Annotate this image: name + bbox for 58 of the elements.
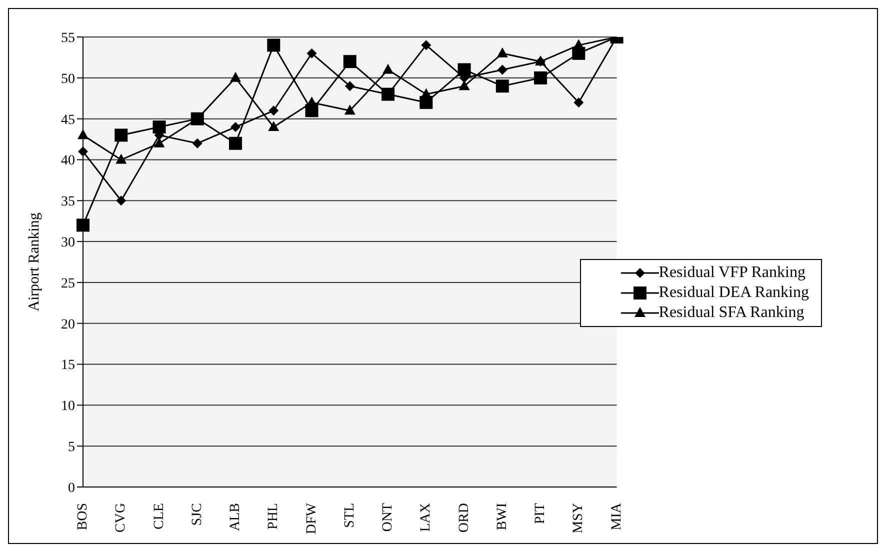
point (382, 64, 394, 74)
y-axis-title: Airport Ranking (26, 212, 42, 312)
y-tick-label: 15 (61, 358, 75, 374)
point (496, 47, 508, 58)
point (152, 120, 166, 134)
x-tick-label: SJC (190, 503, 205, 526)
x-tick-label: LAX (418, 503, 434, 532)
legend-label: Residual DEA Ranking (658, 284, 809, 302)
point (114, 128, 128, 142)
point (268, 121, 280, 131)
point (534, 71, 548, 84)
point (496, 80, 509, 93)
x-tick-label: BWI (494, 502, 510, 530)
point (458, 80, 470, 90)
x-tick-label: PHL (266, 503, 282, 530)
x-tick-label: CVG (114, 503, 129, 533)
point (497, 64, 508, 75)
x-tick-label: MIA (609, 502, 624, 530)
x-tick-label: PIT (533, 502, 548, 524)
y-tick-label: 35 (61, 194, 75, 210)
point (421, 40, 432, 50)
point (267, 38, 280, 52)
x-tick-label: MSY (571, 503, 586, 534)
x-tick-label: BOS (76, 503, 90, 530)
point (458, 63, 471, 76)
point (192, 138, 202, 148)
point (344, 81, 355, 92)
point (78, 146, 88, 157)
x-tick-label: ALB (228, 503, 244, 531)
x-tick-label: STL (342, 503, 358, 528)
legend-label: Residual VFP Ranking (658, 264, 806, 282)
y-tick-label: 5 (68, 440, 75, 456)
point (574, 97, 584, 108)
point (268, 106, 279, 116)
point (78, 129, 88, 140)
point (343, 55, 356, 68)
y-tick-label: 55 (61, 30, 75, 46)
point (229, 136, 242, 150)
point (306, 48, 317, 58)
point (116, 196, 126, 206)
point (116, 154, 127, 164)
x-tick-label: ONT (380, 502, 396, 532)
legend-label: Residual SFA Ranking (658, 304, 804, 322)
y-tick-label: 10 (61, 399, 75, 414)
y-tick-label: 25 (61, 276, 75, 292)
y-tick-label: 40 (61, 154, 75, 169)
y-tick-label: 0 (68, 480, 75, 496)
point (344, 104, 356, 115)
point (76, 218, 90, 232)
x-tick-label: DFW (304, 502, 320, 534)
point (230, 72, 242, 82)
y-tick-label: 30 (61, 236, 75, 251)
x-tick-label: ORD (456, 503, 472, 533)
point (230, 122, 241, 132)
x-tick-label: CLE (152, 503, 167, 530)
y-tick-label: 45 (61, 112, 75, 128)
y-tick-label: 20 (61, 317, 75, 332)
y-tick-label: 50 (61, 72, 75, 87)
